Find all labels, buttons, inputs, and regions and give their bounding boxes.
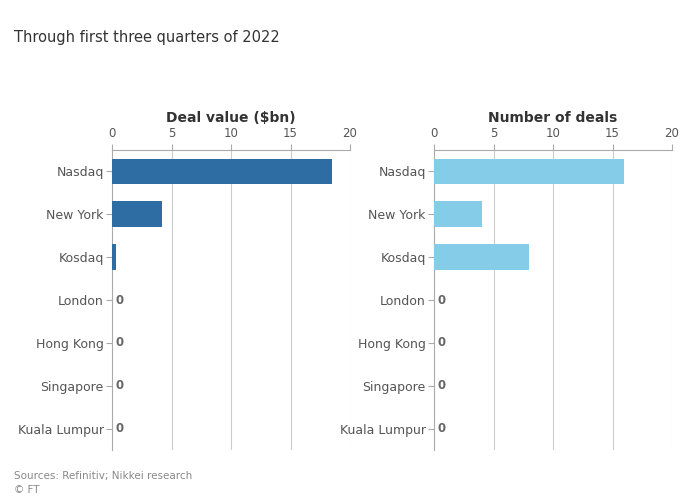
Title: Number of deals: Number of deals <box>489 111 617 125</box>
Text: 0: 0 <box>116 379 124 392</box>
Text: Through first three quarters of 2022: Through first three quarters of 2022 <box>14 30 280 45</box>
Bar <box>434 202 482 227</box>
Bar <box>434 158 624 184</box>
Text: 0: 0 <box>438 336 446 349</box>
Text: 0: 0 <box>116 294 124 306</box>
Bar <box>112 202 162 227</box>
Text: 0: 0 <box>116 336 124 349</box>
Bar <box>112 158 332 184</box>
Bar <box>112 244 116 270</box>
Text: 0: 0 <box>438 379 446 392</box>
Title: Deal value ($bn): Deal value ($bn) <box>166 111 296 125</box>
Bar <box>434 244 529 270</box>
Text: 0: 0 <box>116 422 124 435</box>
Text: 0: 0 <box>438 422 446 435</box>
Text: 0: 0 <box>438 294 446 306</box>
Text: Sources: Refinitiv; Nikkei research
© FT: Sources: Refinitiv; Nikkei research © FT <box>14 471 192 495</box>
